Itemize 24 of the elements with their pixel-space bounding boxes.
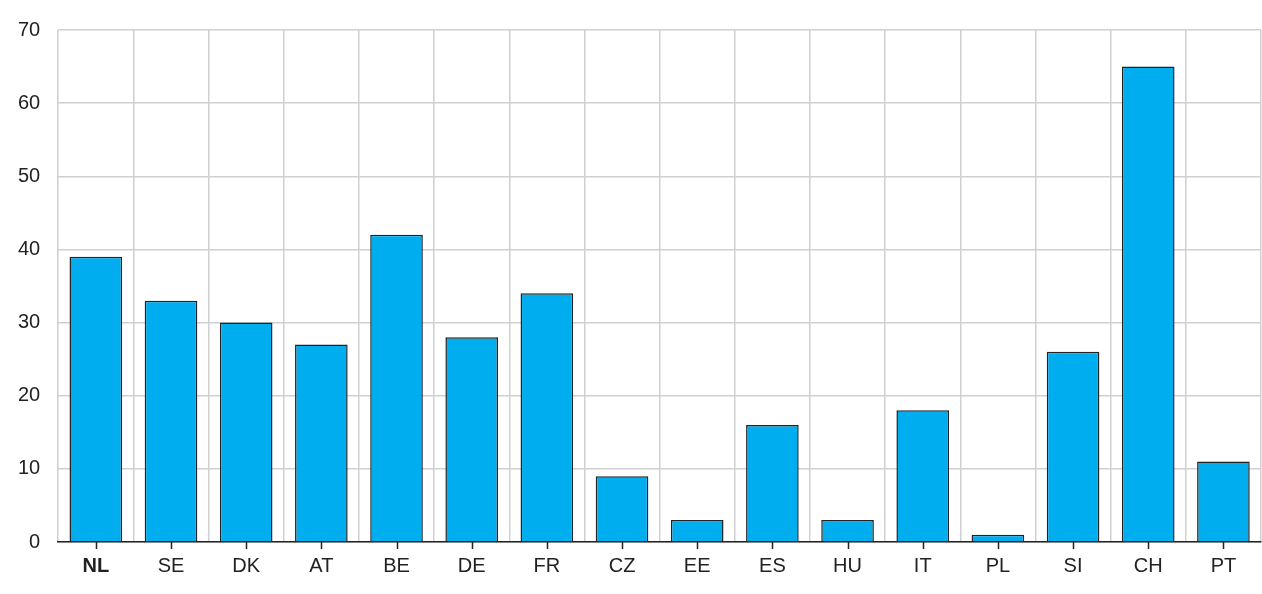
x-tick-label: PT <box>1210 553 1237 576</box>
y-tick-label: 40 <box>18 236 41 259</box>
x-tick-label: CH <box>1133 553 1163 576</box>
y-tick-label: 20 <box>18 383 41 406</box>
y-tick-label: 70 <box>18 17 41 40</box>
x-tick-label: IT <box>913 553 932 576</box>
y-tick-label: 0 <box>29 529 41 552</box>
x-tick-label: EE <box>683 553 711 576</box>
y-tick-label: 50 <box>18 163 41 186</box>
x-tick-label: DK <box>232 553 261 576</box>
x-tick-label: CZ <box>608 553 636 576</box>
x-tick-label: HU <box>833 553 862 576</box>
x-tick-label: AT <box>309 553 334 576</box>
x-tick-label: SE <box>157 553 185 576</box>
x-tick-label: NL <box>82 553 110 576</box>
y-tick-label: 30 <box>18 310 41 333</box>
x-tick-label: BE <box>383 553 410 576</box>
x-tick-label: ES <box>759 553 786 576</box>
x-tick-label: SI <box>1063 553 1083 576</box>
y-tick-label: 60 <box>18 90 41 113</box>
x-tick-label: FR <box>533 553 561 576</box>
y-tick-label: 10 <box>18 456 41 479</box>
x-tick-label: PL <box>985 553 1011 576</box>
x-tick-label: DE <box>457 553 486 576</box>
